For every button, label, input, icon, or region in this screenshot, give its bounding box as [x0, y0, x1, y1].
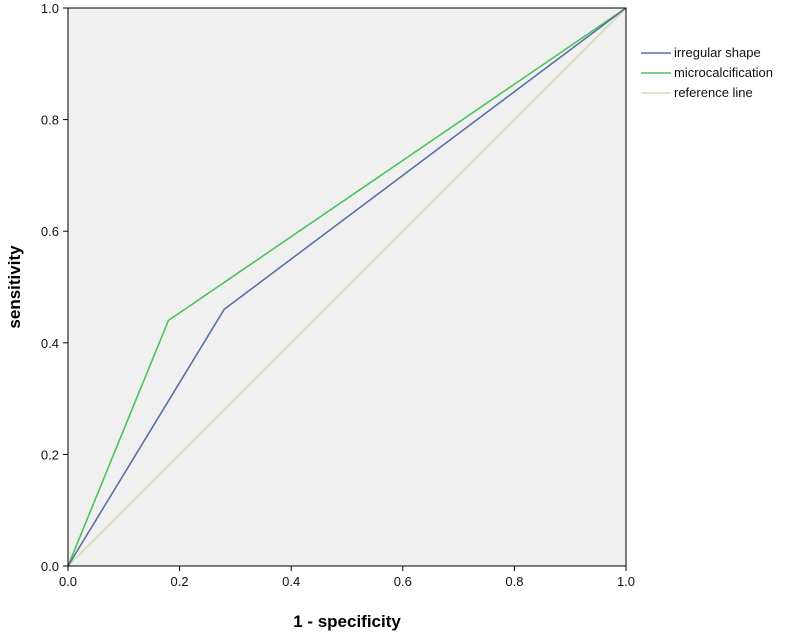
y-tick-label: 0.8: [41, 113, 59, 128]
series-line-1: [67, 7, 627, 567]
x-tick-label: 1.0: [617, 574, 635, 589]
y-tick-label: 0.2: [41, 447, 59, 462]
x-tick-label: 0.8: [505, 574, 523, 589]
legend-label-1: microcalcification: [674, 65, 773, 80]
legend-label-0: irregular shape: [674, 45, 761, 60]
legend-label-2: reference line: [674, 85, 753, 100]
y-tick-label: 1.0: [41, 1, 59, 16]
series-line-0: [67, 7, 627, 567]
series-layer: [67, 7, 627, 567]
y-axis: 0.0 0.2 0.4 0.6 0.8 1.0: [41, 1, 68, 574]
y-tick-label: 0.0: [41, 559, 59, 574]
x-axis: 0.0 0.2 0.4 0.6 0.8 1.0: [59, 566, 635, 589]
legend: irregular shape microcalcification referen…: [641, 45, 773, 100]
x-tick-label: 0.0: [59, 574, 77, 589]
plot-frame: [67, 7, 627, 567]
y-tick-label: 0.4: [41, 336, 59, 351]
y-tick-label: 0.6: [41, 224, 59, 239]
x-tick-label: 0.4: [282, 574, 300, 589]
x-tick-label: 0.6: [394, 574, 412, 589]
x-axis-title: 1 - specificity: [293, 612, 401, 631]
x-tick-label: 0.2: [171, 574, 189, 589]
y-axis-title: sensitivity: [5, 245, 24, 329]
series-line-2: [67, 7, 627, 567]
